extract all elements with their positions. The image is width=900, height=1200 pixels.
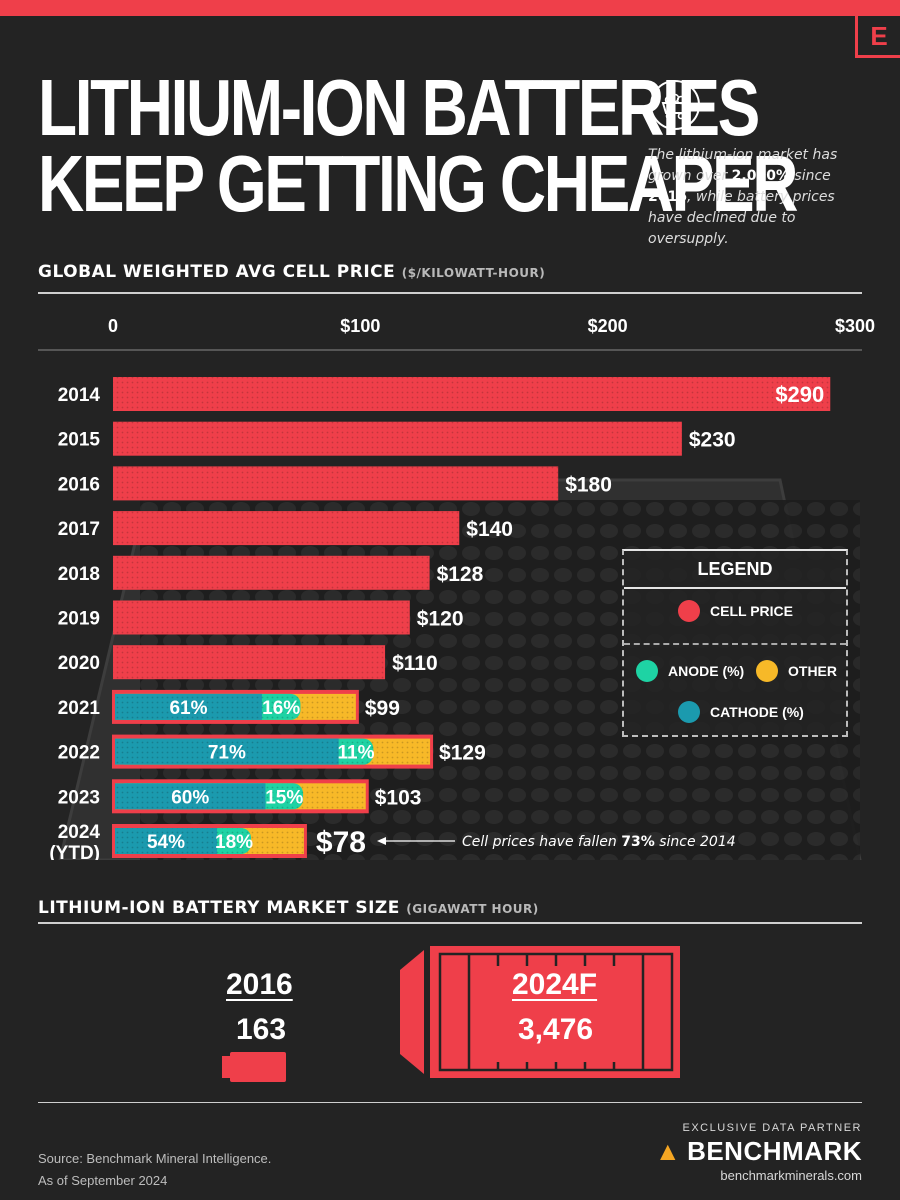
x-tick-label: 0 <box>108 316 118 336</box>
partner-caption: EXCLUSIVE DATA PARTNER <box>682 1122 862 1134</box>
legend-item-cell-price: CELL PRICE <box>678 600 793 622</box>
cathode-percent-label: 60% <box>171 787 209 808</box>
large-battery-icon <box>400 946 680 1078</box>
small-battery-icon <box>222 1052 286 1082</box>
price-value-label: $180 <box>565 473 612 496</box>
price-value-label: $110 <box>392 652 438 675</box>
year-label: 2023 <box>58 787 100 808</box>
mine-cart-icon <box>650 80 700 130</box>
source-note: Source: Benchmark Mineral Intelligence. … <box>38 1151 272 1188</box>
title-line-2: KEEP GETTING CHEAPER <box>38 139 798 228</box>
year-label: 2020 <box>58 653 100 674</box>
year-label: 2015 <box>58 430 101 451</box>
cathode-percent-label: 71% <box>208 743 246 764</box>
year-label-suffix: (YTD) <box>49 843 100 860</box>
anode-percent-label: 11% <box>338 743 375 764</box>
brand-logo: E <box>855 16 900 58</box>
price-value-label: $78 <box>316 826 366 859</box>
market-2016-value: 163 <box>236 1013 287 1046</box>
price-value-label: $99 <box>365 697 400 720</box>
x-tick-label: $100 <box>340 316 380 336</box>
price-value-label: $120 <box>417 608 464 631</box>
price-value-label: $103 <box>375 786 422 809</box>
price-value-label: $230 <box>689 429 736 452</box>
partner-url: benchmarkminerals.com <box>720 1168 862 1183</box>
legend-title: LEGEND <box>624 551 846 589</box>
bar-texture <box>113 555 430 590</box>
legend-item-other: OTHER <box>756 660 837 682</box>
bar-texture <box>113 645 386 680</box>
market-title-rule <box>38 922 862 924</box>
annotation-text: Cell prices have fallen 73% since 2014 <box>462 834 736 850</box>
bar-texture <box>115 828 304 854</box>
market-2016-label: 2016 <box>226 968 293 1001</box>
market-2024-value: 3,476 <box>518 1013 594 1046</box>
price-value-label: $129 <box>439 742 486 765</box>
bar-texture <box>113 600 410 635</box>
anode-percent-label: 15% <box>265 787 303 808</box>
year-label: 2017 <box>58 519 100 540</box>
chart-title: GLOBAL WEIGHTED AVG CELL PRICE ($/KILOWA… <box>38 262 546 282</box>
cell-price-swatch <box>678 600 700 622</box>
title-line-1: LITHIUM-ION BATTERIES <box>38 63 760 152</box>
anode-percent-label: 16% <box>262 698 300 719</box>
page-title: LITHIUM-ION BATTERIES KEEP GETTING CHEAP… <box>38 63 798 228</box>
bar-texture <box>113 421 682 456</box>
partner-name: ▲ BENCHMARK <box>654 1136 862 1166</box>
benchmark-logo-icon: ▲ <box>654 1136 682 1166</box>
x-tick-label: $300 <box>835 316 875 336</box>
cathode-percent-label: 61% <box>169 698 207 719</box>
bar-texture <box>115 783 366 810</box>
legend: LEGEND CELL PRICE ANODE (%) OTHER CATHOD… <box>622 549 848 737</box>
anode-swatch <box>636 660 658 682</box>
year-label: 2016 <box>58 474 100 495</box>
x-tick-label: $200 <box>588 316 628 336</box>
legend-item-cathode: CATHODE (%) <box>678 701 804 723</box>
subtitle: The lithium-ion market has grown over 2,… <box>648 147 838 247</box>
data-partner: EXCLUSIVE DATA PARTNER ▲ BENCHMARK benchm… <box>655 1122 862 1183</box>
other-swatch <box>756 660 778 682</box>
chart-unit: ($/KILOWATT-HOUR) <box>401 266 546 280</box>
year-label: 2024 <box>58 822 101 843</box>
price-value-label: $128 <box>437 563 484 586</box>
year-label: 2018 <box>58 564 100 585</box>
footer-rule <box>38 1102 862 1103</box>
market-unit: (GIGAWATT HOUR) <box>406 902 539 916</box>
year-label: 2021 <box>58 698 101 719</box>
bar-texture <box>115 693 356 720</box>
year-label: 2022 <box>58 743 100 764</box>
year-label: 2019 <box>58 609 100 630</box>
cathode-swatch <box>678 701 700 723</box>
annotation-arrowhead <box>377 837 386 845</box>
anode-percent-label: 18% <box>215 832 253 853</box>
bar-texture <box>115 738 431 765</box>
bar-texture <box>113 511 460 546</box>
top-accent-bar <box>0 0 900 16</box>
chart-title-rule <box>38 292 862 294</box>
price-value-label: $290 <box>775 382 824 407</box>
market-2024-label: 2024F <box>512 968 598 1001</box>
bar-texture <box>113 377 831 411</box>
legend-item-anode: ANODE (%) <box>636 660 744 682</box>
cathode-percent-label: 54% <box>147 832 185 853</box>
price-value-label: $140 <box>466 518 513 541</box>
price-bar-chart: 0 $100 $200 $300 2014 $290 2015 $230 2016 $180 20… <box>38 316 875 860</box>
market-title: LITHIUM-ION BATTERY MARKET SIZE (GIGAWAT… <box>38 898 539 918</box>
bar-texture <box>113 466 559 501</box>
year-label: 2014 <box>58 385 101 406</box>
legend-divider <box>624 643 846 645</box>
